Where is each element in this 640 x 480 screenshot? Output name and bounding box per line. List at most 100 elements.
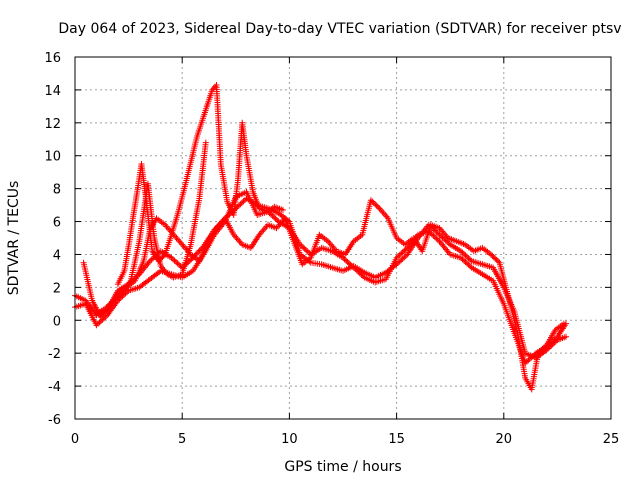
series-markers-track-e xyxy=(196,141,209,202)
series-markers-track-c xyxy=(230,231,244,246)
series-markers-track-b xyxy=(361,274,377,285)
series-markers-track-b xyxy=(147,269,163,283)
series-markers-track-c xyxy=(470,245,484,255)
series-markers-track-b xyxy=(436,238,452,256)
axis-ticks: 0 5 10 15 20 25 -6 -4 -2 0 2 4 6 8 10 12 14 16 xyxy=(44,51,619,447)
series-markers-track-c xyxy=(462,241,476,253)
series-markers-track-d xyxy=(243,152,256,193)
series-markers-track-c xyxy=(496,259,511,297)
series-markers-track-b xyxy=(179,269,195,281)
series-markers-track-c xyxy=(265,221,278,231)
series-markers-track-c xyxy=(239,241,253,251)
series-markers-track-d xyxy=(114,269,127,288)
y-tick-label: 2 xyxy=(53,281,61,296)
y-tick-label: 4 xyxy=(53,248,61,263)
series-markers-track-a xyxy=(436,231,452,247)
series-markers-track-c xyxy=(487,251,502,265)
series-markers-track-c xyxy=(513,325,528,379)
series-markers-track-b xyxy=(393,246,409,261)
series-markers-track-d xyxy=(121,245,132,274)
series-markers-track-c xyxy=(153,215,167,227)
series-markers-track-d xyxy=(265,205,276,215)
series-markers-track-e xyxy=(187,197,202,248)
series-markers-track-b xyxy=(372,276,388,286)
series-markers-track-d xyxy=(138,161,149,198)
series-markers-track-e xyxy=(102,298,116,312)
series-markers-track-b xyxy=(104,299,120,319)
series-markers-track-c xyxy=(419,223,434,255)
plot-frame xyxy=(74,56,612,420)
series-markers-track-b xyxy=(457,254,474,270)
series-markers-track-b xyxy=(468,264,484,277)
series-markers-track-d xyxy=(217,161,230,203)
series-markers-track-c xyxy=(505,292,520,330)
chart-title: Day 064 of 2023, Sidereal Day-to-day VTE… xyxy=(58,21,621,37)
series-markers-track-e xyxy=(170,271,184,281)
series-markers-track-b xyxy=(329,248,345,260)
series-markers-track-d xyxy=(209,83,219,93)
y-tick-label: 14 xyxy=(44,84,61,99)
y-tick-label: 16 xyxy=(44,51,61,66)
series-markers-track-e xyxy=(110,292,124,304)
series-line-track-c xyxy=(82,199,565,391)
series-markers-track-e xyxy=(93,306,107,317)
series-markers-track-b xyxy=(243,188,260,216)
series-markers-track-c xyxy=(367,197,381,210)
series-markers-track-b xyxy=(382,256,399,283)
series-markers-track-c xyxy=(385,215,399,239)
series-markers-track-c xyxy=(316,231,330,243)
x-tick-label: 20 xyxy=(496,432,513,447)
series-markers-track-c xyxy=(342,239,356,258)
series-markers-track-e xyxy=(179,243,194,278)
series-markers-track-d xyxy=(194,115,206,139)
series-markers-track-d xyxy=(187,135,200,166)
series-markers-track-b xyxy=(415,229,430,238)
series-markers-track-c xyxy=(528,352,541,393)
series-markers-track-a xyxy=(372,270,388,281)
series-markers-track-c xyxy=(333,248,347,257)
y-axis-label: SDTVAR / TECUs xyxy=(6,181,22,296)
series-markers-track-e xyxy=(127,240,142,284)
series-markers-track-d xyxy=(230,179,241,218)
series-markers-track-a xyxy=(72,292,87,303)
series-markers-track-c xyxy=(325,238,339,253)
series-markers-track-d xyxy=(162,233,174,258)
series-markers-track-e xyxy=(164,271,175,280)
series-markers-track-c xyxy=(196,240,211,264)
series-markers-track-b xyxy=(318,244,334,254)
x-tick-label: 5 xyxy=(178,432,186,447)
series-markers-track-d xyxy=(174,187,187,217)
series-markers-track-c xyxy=(359,199,374,238)
series-markers-track-b xyxy=(350,264,366,280)
y-tick-label: 10 xyxy=(44,150,61,165)
series-markers-track-b xyxy=(479,271,495,283)
series-markers-track-a xyxy=(318,261,334,271)
x-tick-label: 10 xyxy=(281,432,298,447)
series-markers-track-c xyxy=(436,225,450,240)
series-markers-track-b xyxy=(490,277,506,305)
series-markers-track-d xyxy=(125,217,136,250)
series-markers-track-b xyxy=(136,277,152,291)
series-markers-track-c xyxy=(376,205,390,220)
series-markers xyxy=(72,82,569,393)
series-markers-track-a xyxy=(554,334,568,343)
series-markers-track-d xyxy=(239,119,250,157)
series-markers-track-e xyxy=(157,263,169,276)
series-markers-track-e xyxy=(202,139,209,146)
series-markers-track-b xyxy=(297,241,313,256)
y-tick-label: 0 xyxy=(53,314,61,329)
series-markers-track-d xyxy=(204,88,215,107)
series-markers-track-c xyxy=(132,260,146,284)
series-markers-track-b xyxy=(500,300,517,335)
series-markers-track-c xyxy=(204,226,219,245)
series-markers-track-a xyxy=(457,248,474,263)
series-markers-track-c xyxy=(299,256,313,268)
x-tick-label: 0 xyxy=(71,432,79,447)
y-tick-label: 8 xyxy=(53,183,61,198)
series-markers-track-c xyxy=(350,233,364,245)
series-markers-track-d xyxy=(181,161,194,192)
series-markers-track-c xyxy=(247,233,262,251)
series-markers-track-c xyxy=(427,221,441,231)
series-markers-track-e xyxy=(151,235,164,267)
